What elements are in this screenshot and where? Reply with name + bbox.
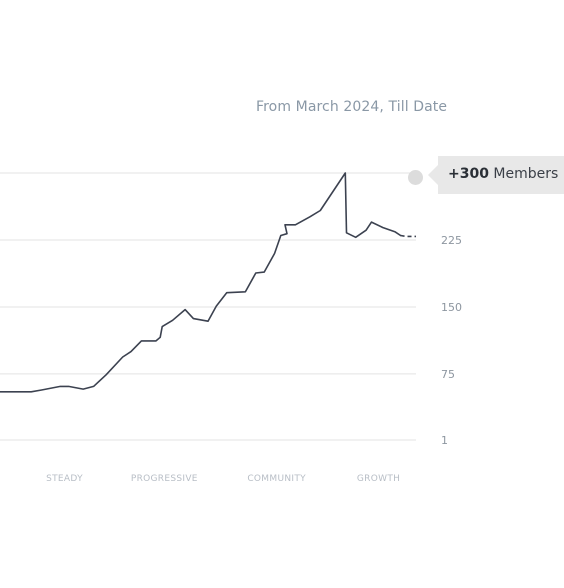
series-line-projection	[400, 234, 416, 238]
y-tick-label: 150	[441, 301, 462, 314]
chart-subtitle: From March 2024, Till Date	[256, 99, 448, 115]
y-tick-label: 75	[441, 368, 455, 381]
series-layer	[0, 172, 416, 393]
x-category-label: GROWTH	[357, 474, 400, 484]
members-badge-text: +300 Members	[448, 166, 558, 182]
grid-lines	[0, 172, 416, 441]
x-category-label: COMMUNITY	[247, 474, 306, 484]
x-category-label: STEADY	[46, 474, 83, 484]
members-count: +300	[448, 166, 489, 182]
members-label: Members	[493, 166, 559, 182]
y-axis-ticks: 1 75 150 225	[441, 234, 462, 447]
series-line	[0, 172, 402, 393]
y-tick-label: 1	[441, 434, 448, 447]
y-tick-label: 225	[441, 234, 462, 247]
members-badge-pointer	[428, 165, 438, 185]
members-badge	[438, 156, 564, 194]
x-category-label: PROGRESSIVE	[131, 474, 198, 484]
peak-marker	[408, 170, 423, 185]
x-axis-categories: STEADY PROGRESSIVE COMMUNITY GROWTH	[46, 474, 400, 484]
